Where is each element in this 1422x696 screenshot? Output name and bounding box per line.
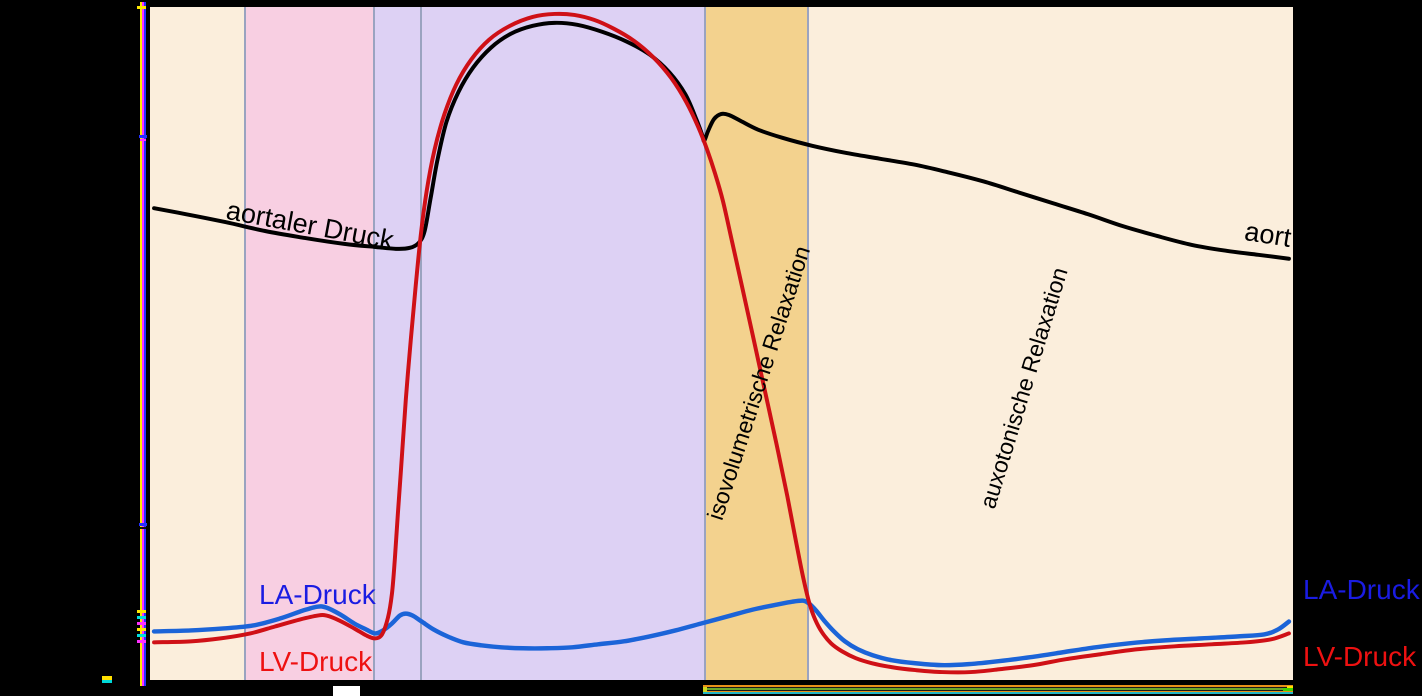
y-axis-line-0	[140, 2, 142, 686]
phase-band-cream-left	[150, 7, 245, 680]
phase-band-pink	[245, 7, 374, 680]
la-pressure-label-right: LA-Druck	[1303, 574, 1420, 605]
y-axis-tick	[137, 628, 146, 631]
trace-stripe-2	[703, 688, 1293, 690]
plot-area: aortaler Druck aort isovolumetrische Rel…	[148, 4, 1293, 683]
phase-band-lavender-narrow	[374, 7, 421, 680]
trace-accent	[1283, 688, 1293, 691]
pressure-curves	[151, 11, 1292, 675]
trace-accent	[1287, 686, 1293, 688]
trace-stripe-5	[703, 692, 1293, 694]
y-axis-tick	[137, 616, 146, 619]
lv-pressure-curve	[152, 11, 1291, 675]
la-pressure-label-left: LA-Druck	[259, 579, 376, 610]
lv-pressure-label-left: LV-Druck	[259, 646, 373, 677]
white-marker	[333, 686, 360, 696]
trace-stripe-0	[703, 685, 1293, 687]
y-axis-tick	[137, 610, 146, 613]
y-axis-tick	[137, 6, 146, 9]
trace-stripe-6	[703, 694, 1293, 696]
phase-separator	[704, 7, 706, 680]
y-axis-line-2	[144, 2, 146, 686]
y-axis-tick	[139, 135, 147, 138]
phase-band-lavender-wide	[421, 7, 705, 680]
y-axis-tick	[140, 527, 146, 529]
aortic-pressure-label-clipped: aort	[1242, 216, 1293, 253]
trace-stripe-3	[703, 690, 1293, 691]
phase-separator	[420, 7, 422, 680]
y-axis-tick	[140, 139, 146, 141]
aortic-pressure-curve	[152, 20, 1291, 261]
trace-stripe-4	[703, 691, 1293, 692]
y-axis-tick	[102, 676, 112, 680]
y-axis-line-1	[142, 2, 144, 686]
phase-band-cream-right	[808, 7, 1293, 680]
y-axis-tick	[137, 622, 146, 625]
phase-separator	[807, 7, 809, 680]
trace-stripe-1	[703, 687, 1293, 688]
trace-accent	[703, 687, 707, 692]
phase-separator	[373, 7, 375, 680]
y-axis-tick	[102, 680, 112, 683]
y-axis-tick	[137, 634, 146, 637]
lv-pressure-label-right: LV-Druck	[1303, 641, 1417, 672]
y-axis-tick	[139, 523, 147, 526]
phase-separator	[244, 7, 246, 680]
la-pressure-curve	[151, 598, 1292, 668]
y-axis-tick	[137, 640, 146, 643]
